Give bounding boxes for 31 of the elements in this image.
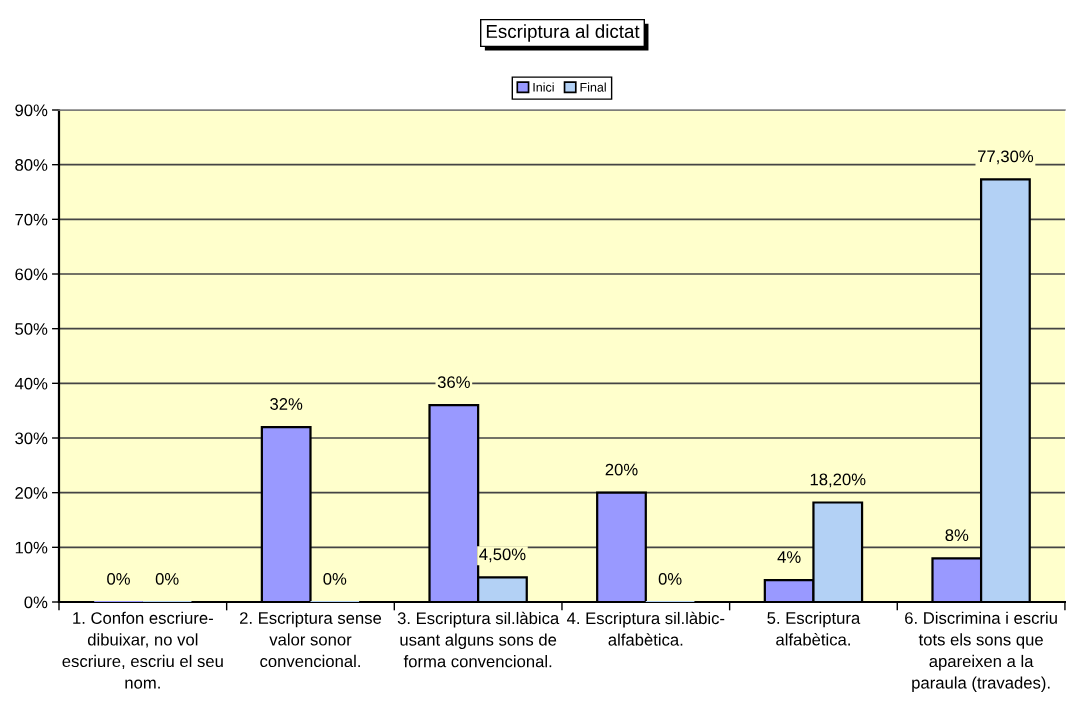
x-tick-label: 5. Escriptura alfabètica.	[767, 611, 861, 646]
y-tick-label: 20%	[15, 487, 48, 499]
y-tick-label: 0%	[24, 596, 48, 609]
data-label: 32%	[270, 398, 303, 410]
data-label: 4,50%	[479, 548, 526, 563]
data-label: 18,20%	[810, 473, 866, 488]
data-label: 77,30%	[978, 150, 1034, 165]
data-label: 8%	[945, 529, 969, 542]
data-label: 0%	[658, 573, 682, 585]
data-label: 36%	[437, 376, 470, 389]
y-tick-label: 70%	[15, 213, 48, 226]
data-label: 0%	[323, 573, 347, 585]
legend-label: Final	[580, 82, 606, 92]
y-tick-label: 40%	[14, 377, 48, 390]
x-tick-label: 1. Confon escriure- dibuixar, no vol escriure, escriu el seu nom.	[62, 611, 223, 689]
y-tick-label: 30%	[15, 432, 48, 445]
y-tick-label: 90%	[15, 104, 48, 117]
data-label: 20%	[605, 463, 638, 476]
x-tick-label: 3. Escriptura sil.làbica usant alguns sons de forma convencional.	[397, 611, 560, 668]
x-tick-label: 4. Escriptura sil.làbic- alfabètica.	[566, 611, 725, 646]
data-label: 0%	[107, 573, 130, 585]
y-tick-label: 80%	[15, 159, 48, 171]
y-tick-label: 10%	[15, 541, 48, 554]
y-tick-label: 50%	[15, 323, 48, 335]
legend-label: Inici	[533, 82, 554, 92]
y-tick-label: 60%	[15, 268, 48, 281]
x-tick-label: 2. Escriptura sense valor sonor convencional.	[240, 611, 382, 668]
data-label: 4%	[777, 551, 801, 563]
data-label: 0%	[155, 573, 179, 585]
chart-title: Escriptura al dictat	[486, 24, 640, 42]
x-tick-label: 6. Discrimina i escriu tots els sons que apareixen a la paraula (travades).	[905, 611, 1057, 692]
